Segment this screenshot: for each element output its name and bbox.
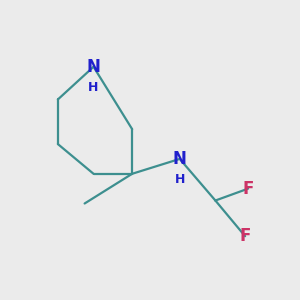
Text: F: F (242, 180, 254, 198)
Text: H: H (175, 173, 185, 186)
Text: N: N (173, 150, 187, 168)
Text: N: N (87, 58, 100, 76)
Text: H: H (88, 81, 99, 94)
Text: F: F (239, 227, 251, 245)
